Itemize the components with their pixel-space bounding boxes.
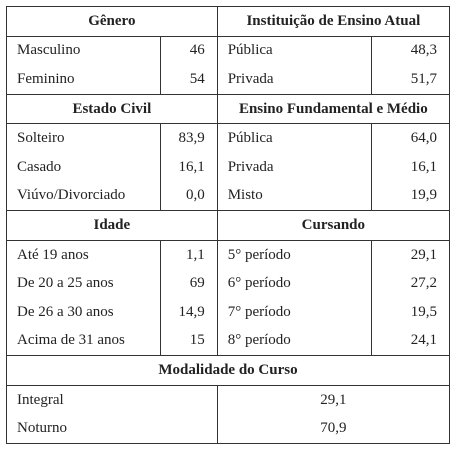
- section-title-estado-civil: Estado Civil: [6, 93, 218, 125]
- row-label: Privada: [216, 152, 372, 182]
- section-title-instituicao: Instituição de Ensino Atual: [216, 6, 451, 37]
- table-row: De 26 a 30 anos 14,9 7° período 19,5: [5, 297, 451, 327]
- row-label: 7° período: [216, 297, 372, 327]
- row-label: 6° período: [216, 269, 372, 298]
- table-row: Integral 29,1: [6, 385, 451, 415]
- row-value: 48,3: [370, 36, 451, 66]
- row-value: 1,1: [160, 240, 218, 270]
- row-value: 29,1: [370, 240, 451, 270]
- section-title-cursando: Cursando: [216, 210, 451, 241]
- header-row-estado-ensino: Estado Civil Ensino Fundamental e Médio: [6, 93, 451, 125]
- row-value: 70,9: [216, 414, 451, 444]
- row-value: 29,1: [216, 385, 451, 415]
- row-label: Até 19 anos: [5, 240, 162, 270]
- demographics-table: Gênero Instituição de Ensino Atual Mascu…: [5, 6, 451, 444]
- table-row: Até 19 anos 1,1 5° período 29,1: [5, 240, 451, 270]
- table-row: Casado 16,1 Privada 16,1: [5, 152, 451, 182]
- row-label: Pública: [216, 123, 372, 153]
- row-value: 19,5: [370, 297, 451, 327]
- row-label: 8° período: [216, 326, 372, 356]
- row-value: 14,9: [160, 297, 218, 327]
- section-title-ensino: Ensino Fundamental e Médio: [216, 93, 451, 125]
- row-value: 83,9: [160, 123, 218, 153]
- row-value: 19,9: [370, 181, 451, 211]
- section-title-modalidade: Modalidade do Curso: [6, 355, 450, 386]
- table-row: Noturno 70,9: [6, 414, 451, 444]
- row-label: Viúvo/Divorciado: [5, 181, 162, 211]
- row-label: Integral: [6, 385, 218, 415]
- row-label: Pública: [216, 36, 372, 66]
- table-row: De 20 a 25 anos 69 6° período 27,2: [5, 269, 451, 298]
- row-label: 5° período: [216, 240, 372, 270]
- row-label: Acima de 31 anos: [5, 326, 162, 356]
- row-value: 27,2: [370, 269, 451, 298]
- row-label: Masculino: [5, 36, 162, 66]
- row-value: 24,1: [370, 326, 451, 356]
- row-value: 15: [160, 326, 218, 356]
- row-value: 46: [160, 36, 218, 66]
- row-label: Privada: [216, 65, 372, 95]
- table-row: Solteiro 83,9 Pública 64,0: [5, 123, 451, 153]
- row-value: 54: [160, 65, 218, 95]
- section-title-idade: Idade: [6, 210, 218, 241]
- row-label: De 20 a 25 anos: [5, 269, 162, 298]
- section-title-genero: Gênero: [6, 6, 218, 37]
- table-row: Masculino 46 Pública 48,3: [5, 36, 451, 66]
- header-row-idade-cursando: Idade Cursando: [6, 210, 451, 241]
- table-row: Feminino 54 Privada 51,7: [5, 65, 451, 95]
- row-value: 51,7: [370, 65, 451, 95]
- row-label: Noturno: [6, 414, 218, 444]
- row-label: Solteiro: [5, 123, 162, 153]
- table-row: Acima de 31 anos 15 8° período 24,1: [5, 326, 451, 356]
- row-label: Casado: [5, 152, 162, 182]
- row-value: 0,0: [160, 181, 218, 211]
- table-row: Viúvo/Divorciado 0,0 Misto 19,9: [5, 181, 451, 211]
- row-value: 16,1: [370, 152, 451, 182]
- row-label: Misto: [216, 181, 372, 211]
- row-label: De 26 a 30 anos: [5, 297, 162, 327]
- row-value: 16,1: [160, 152, 218, 182]
- row-value: 69: [160, 269, 218, 298]
- header-row-modalidade: Modalidade do Curso: [6, 355, 450, 386]
- header-row-genero-instituicao: Gênero Instituição de Ensino Atual: [6, 6, 451, 37]
- row-label: Feminino: [5, 65, 162, 95]
- row-value: 64,0: [370, 123, 451, 153]
